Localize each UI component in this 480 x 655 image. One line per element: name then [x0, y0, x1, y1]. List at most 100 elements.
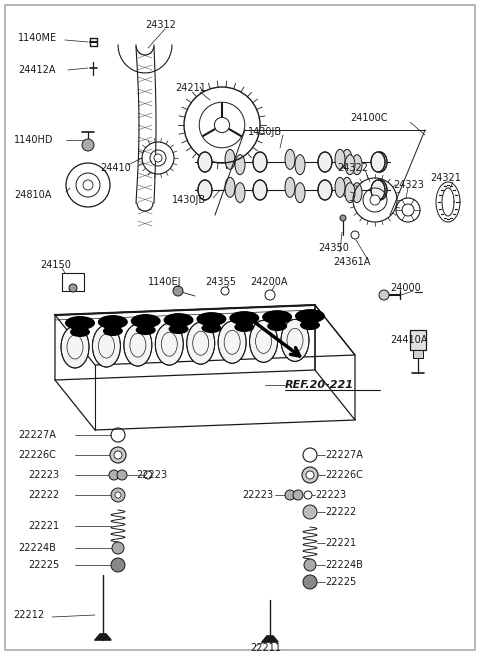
Bar	[410, 330, 426, 350]
Text: 22211: 22211	[250, 643, 281, 653]
Circle shape	[285, 490, 295, 500]
Ellipse shape	[352, 183, 362, 202]
Ellipse shape	[295, 155, 305, 175]
Ellipse shape	[342, 178, 352, 197]
Text: 22222: 22222	[28, 490, 59, 500]
Text: 22226C: 22226C	[325, 470, 363, 480]
Ellipse shape	[373, 180, 387, 200]
Ellipse shape	[352, 155, 362, 175]
Text: REF.20-221: REF.20-221	[285, 380, 354, 390]
Circle shape	[340, 215, 346, 221]
Ellipse shape	[345, 155, 355, 175]
Ellipse shape	[70, 327, 90, 337]
Polygon shape	[95, 634, 111, 640]
Text: 22223: 22223	[315, 490, 346, 500]
Ellipse shape	[300, 320, 320, 330]
Polygon shape	[262, 636, 278, 642]
Circle shape	[109, 470, 119, 480]
Circle shape	[69, 284, 77, 292]
Ellipse shape	[253, 180, 267, 200]
Circle shape	[303, 575, 317, 589]
Ellipse shape	[267, 321, 287, 331]
Ellipse shape	[371, 152, 385, 172]
Ellipse shape	[225, 178, 235, 197]
Text: 22224B: 22224B	[18, 543, 56, 553]
Ellipse shape	[234, 322, 254, 332]
Circle shape	[112, 542, 124, 554]
Text: 24361A: 24361A	[333, 257, 371, 267]
Text: 24322: 24322	[337, 163, 368, 173]
Circle shape	[82, 139, 94, 151]
Ellipse shape	[318, 180, 332, 200]
Circle shape	[83, 180, 93, 190]
Circle shape	[173, 286, 183, 296]
Ellipse shape	[345, 183, 355, 202]
Text: 24355: 24355	[205, 277, 236, 287]
Ellipse shape	[235, 155, 245, 175]
Ellipse shape	[285, 178, 295, 197]
Ellipse shape	[168, 324, 189, 334]
Bar	[413, 350, 423, 358]
Text: 24323: 24323	[393, 180, 424, 190]
Ellipse shape	[136, 325, 156, 335]
Ellipse shape	[131, 314, 161, 328]
Text: 24000: 24000	[390, 283, 421, 293]
Ellipse shape	[262, 310, 292, 324]
Text: 24410: 24410	[100, 163, 131, 173]
Circle shape	[110, 447, 126, 463]
Ellipse shape	[156, 323, 183, 365]
Ellipse shape	[164, 313, 193, 327]
Text: 1140ME: 1140ME	[18, 33, 57, 43]
Bar	[62, 273, 84, 291]
Ellipse shape	[218, 322, 246, 364]
Ellipse shape	[371, 180, 385, 200]
Ellipse shape	[253, 152, 267, 172]
Circle shape	[379, 290, 389, 300]
Ellipse shape	[295, 183, 305, 202]
Circle shape	[111, 558, 125, 572]
Circle shape	[111, 488, 125, 502]
Text: 22224B: 22224B	[325, 560, 363, 570]
Ellipse shape	[335, 149, 345, 170]
Text: 24211: 24211	[175, 83, 206, 93]
Bar	[410, 330, 426, 350]
Ellipse shape	[93, 325, 120, 367]
Text: 22227A: 22227A	[18, 430, 56, 440]
Text: 24350: 24350	[318, 243, 349, 253]
Text: 22223: 22223	[242, 490, 273, 500]
Circle shape	[115, 492, 121, 498]
Ellipse shape	[342, 149, 352, 170]
Circle shape	[154, 154, 162, 162]
Ellipse shape	[65, 316, 95, 330]
Circle shape	[117, 470, 127, 480]
Ellipse shape	[250, 320, 277, 362]
Text: 24200A: 24200A	[250, 277, 288, 287]
Ellipse shape	[281, 320, 309, 362]
Circle shape	[302, 467, 318, 483]
Ellipse shape	[187, 322, 215, 364]
Text: 22223: 22223	[136, 470, 167, 480]
Ellipse shape	[196, 312, 227, 326]
Ellipse shape	[295, 309, 325, 323]
Text: 22221: 22221	[28, 521, 59, 531]
Ellipse shape	[202, 323, 221, 333]
Ellipse shape	[124, 324, 152, 366]
Text: 22226C: 22226C	[18, 450, 56, 460]
Text: 22225: 22225	[325, 577, 356, 587]
Ellipse shape	[98, 315, 128, 329]
Text: 1140EJ: 1140EJ	[148, 277, 181, 287]
Circle shape	[293, 490, 303, 500]
Ellipse shape	[235, 183, 245, 202]
Circle shape	[303, 505, 317, 519]
Circle shape	[304, 559, 316, 571]
Text: 22223: 22223	[28, 470, 59, 480]
Circle shape	[370, 195, 380, 205]
Bar	[413, 350, 423, 358]
Ellipse shape	[335, 178, 345, 197]
Circle shape	[114, 451, 122, 459]
Text: 22227A: 22227A	[325, 450, 363, 460]
Ellipse shape	[229, 311, 259, 325]
Ellipse shape	[285, 149, 295, 170]
Text: 24150: 24150	[40, 260, 71, 270]
Ellipse shape	[225, 149, 235, 170]
